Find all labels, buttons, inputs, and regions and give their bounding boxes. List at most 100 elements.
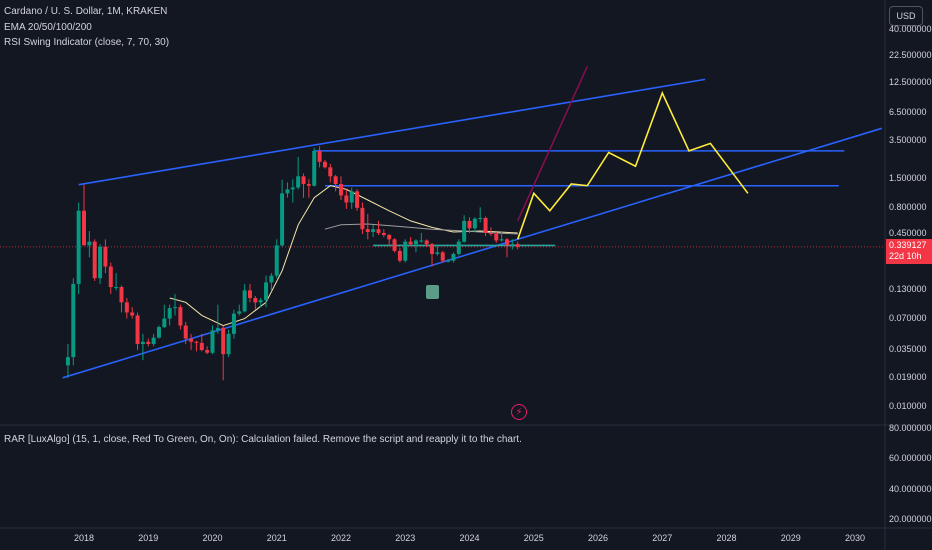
candle-body (130, 312, 135, 316)
candle-body (242, 290, 247, 312)
symbol-title[interactable]: Cardano / U. S. Dollar, 1M, KRAKEN (4, 6, 168, 17)
time-tick-label: 2021 (266, 533, 287, 543)
candle-body (215, 327, 220, 331)
candle-body (322, 161, 327, 168)
price-tick-label: 1.500000 (889, 173, 927, 184)
candle-body (462, 220, 467, 242)
candle-body (140, 341, 145, 344)
time-tick-label: 2026 (587, 533, 609, 543)
candle-body (403, 241, 408, 261)
time-tick-label: 2025 (523, 533, 544, 543)
candle-body (306, 184, 311, 186)
time-tick-label: 2027 (652, 533, 673, 543)
oscillator-tick-label: 40.000000 (889, 483, 932, 494)
candle-body (504, 239, 509, 246)
projection-alt-line (517, 65, 588, 222)
flag-marker-icon[interactable] (426, 285, 439, 299)
candle-body (194, 341, 199, 343)
candle-body (71, 283, 76, 358)
indicator-rsi-legend[interactable]: RSI Swing Indicator (close, 7, 70, 30) (4, 37, 170, 48)
indicator-ema-legend[interactable]: EMA 20/50/100/200 (4, 22, 92, 33)
candle-body (446, 260, 451, 262)
candle-body (317, 150, 322, 162)
time-tick-label: 2028 (716, 533, 737, 543)
candle-body (456, 241, 461, 254)
candle-body (344, 195, 349, 203)
price-tick-label: 3.500000 (889, 134, 927, 145)
candle-body (424, 240, 429, 245)
trendline-upper-channel (78, 78, 706, 186)
candle-body (333, 176, 338, 185)
candle-body (349, 191, 354, 203)
price-tick-label: 40.000000 (889, 24, 932, 34)
candle-body (65, 357, 70, 366)
oscillator-tick-label: 80.000000 (889, 423, 932, 433)
candle-body (451, 253, 456, 261)
candle-body (301, 176, 306, 185)
candle-body (365, 229, 370, 232)
candle-body (183, 325, 188, 339)
candle-body (258, 300, 263, 303)
currency-button[interactable]: USD (889, 6, 923, 26)
candle-body (82, 210, 86, 246)
candle-body (162, 318, 167, 328)
candle-body (108, 266, 113, 288)
candle-body (167, 308, 172, 319)
candle-body (269, 275, 274, 283)
candle-body (189, 338, 194, 342)
candle-body (264, 282, 269, 301)
candle-body (178, 307, 183, 326)
ema-fast-line (169, 185, 518, 327)
candle-countdown: 22d 10h (889, 251, 922, 261)
candle-body (146, 341, 151, 344)
oscillator-tick-label: 20.000000 (889, 514, 932, 524)
candle-body (328, 167, 333, 177)
candle-body (98, 246, 103, 279)
candle-body (226, 333, 231, 355)
candle-body (205, 350, 210, 353)
candle-body (371, 229, 376, 232)
candle-body (221, 327, 226, 355)
price-tick-label: 0.019000 (889, 371, 927, 382)
candle-body (430, 244, 435, 254)
candle-body (290, 187, 295, 190)
candle-body (478, 217, 483, 219)
price-tick-label: 0.130000 (889, 284, 927, 295)
candle-body (87, 241, 92, 246)
price-tick-label: 0.800000 (889, 201, 927, 212)
candle-body (285, 189, 290, 194)
time-tick-label: 2020 (202, 533, 223, 543)
candle-body (413, 240, 418, 245)
candle-body (231, 313, 236, 334)
candle-body (296, 176, 301, 188)
candle-body (419, 240, 424, 242)
candle-body (274, 245, 279, 276)
time-tick-label: 2019 (138, 533, 159, 543)
candle-body (515, 244, 520, 247)
price-tick-label: 0.450000 (889, 227, 927, 238)
candle-body (483, 217, 488, 233)
price-tick-label: 0.010000 (889, 401, 927, 411)
candle-body (467, 220, 472, 229)
candle-body (253, 298, 258, 303)
candle-body (376, 229, 381, 233)
candle-body (499, 239, 504, 241)
candle-body (488, 232, 493, 234)
candle-body (408, 241, 413, 245)
trendline-lower-channel (62, 127, 883, 379)
candle-body (312, 150, 317, 186)
lightning-icon[interactable]: ⚡ (511, 404, 527, 420)
price-tick-label: 6.500000 (889, 106, 927, 117)
candle-body (435, 252, 440, 254)
candle-body (392, 239, 397, 251)
candle-body (135, 315, 140, 344)
candle-body (124, 302, 129, 313)
candle-body (397, 250, 402, 261)
candle-body (510, 244, 515, 246)
candle-body (114, 287, 119, 289)
last-price-badge: 0.339127 22d 10h (886, 239, 932, 264)
projection-path-line (516, 90, 749, 240)
candle-body (173, 307, 178, 309)
time-tick-label: 2023 (395, 533, 416, 543)
